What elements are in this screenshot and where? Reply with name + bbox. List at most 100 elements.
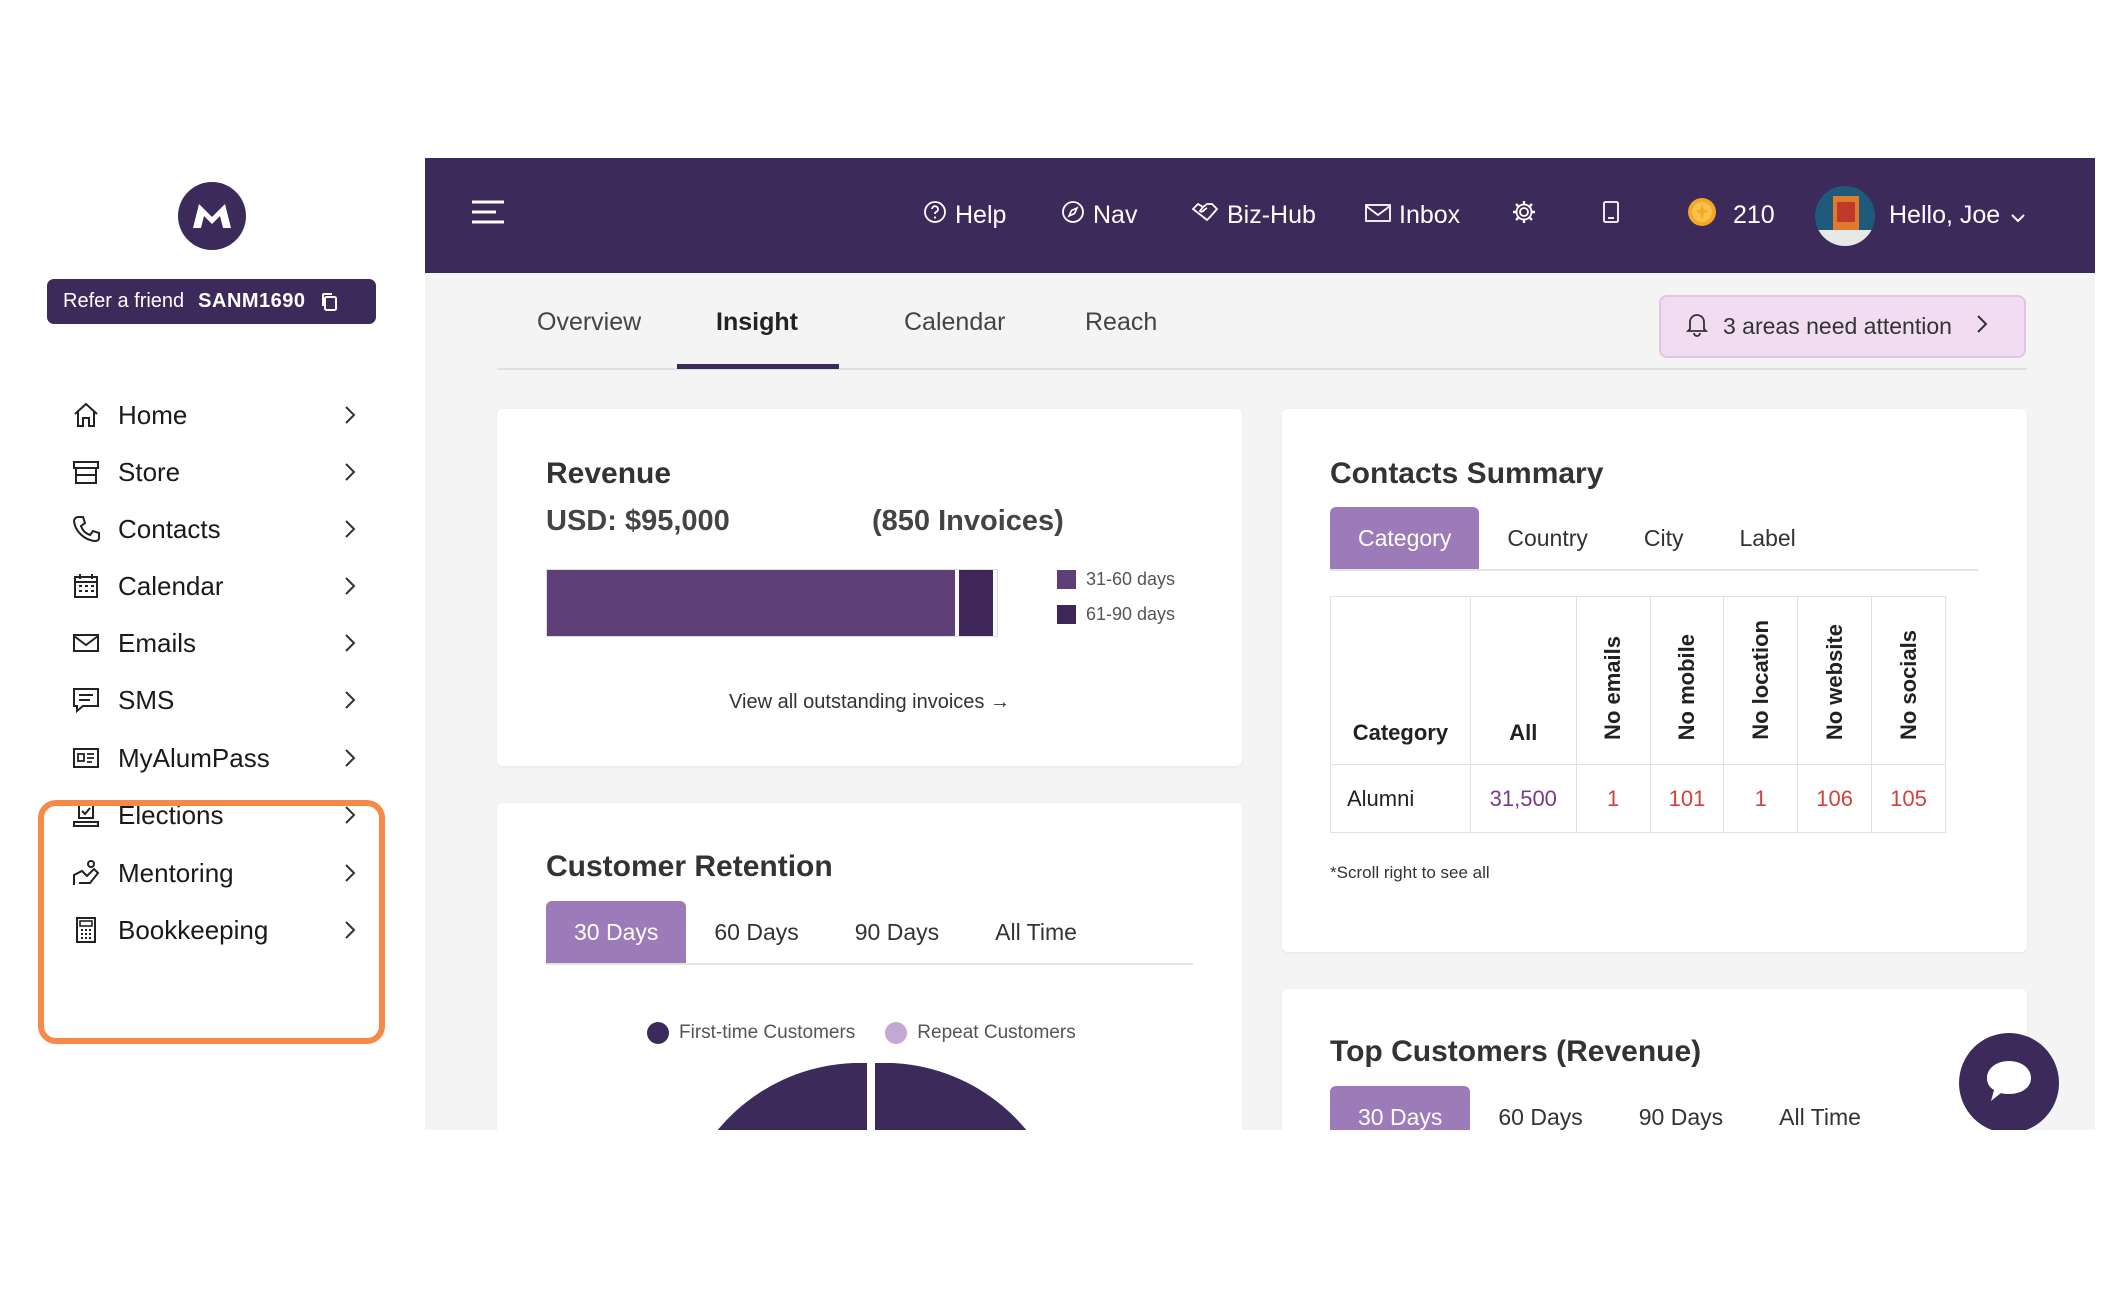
- top-customers-tabs: 30 Days 60 Days 90 Days All Time: [1330, 1086, 1889, 1130]
- sidebar-item-sms[interactable]: SMS: [70, 675, 360, 725]
- help-button[interactable]: Help: [923, 158, 1006, 273]
- sidebar-item-store[interactable]: Store: [70, 447, 360, 497]
- cell-no-socials[interactable]: 105: [1871, 764, 1946, 833]
- retention-tabs: 30 Days 60 Days 90 Days All Time: [546, 901, 1105, 964]
- header-no-emails: No emails: [1575, 596, 1651, 765]
- tab-calendar[interactable]: Calendar: [904, 308, 1006, 336]
- menu-toggle-button[interactable]: [470, 158, 514, 273]
- attention-button[interactable]: 3 areas need attention: [1659, 295, 2026, 358]
- app: Refer a friend SANM1690 Home Store Conta…: [0, 158, 2102, 1130]
- legend-item: 31-60 days: [1057, 569, 1175, 590]
- biz-hub-label: Biz-Hub: [1227, 201, 1316, 229]
- cell-no-emails[interactable]: 1: [1575, 764, 1651, 833]
- help-label: Help: [955, 201, 1007, 229]
- header-category: Category: [1330, 596, 1471, 765]
- legend-label: Repeat Customers: [917, 1022, 1076, 1043]
- contacts-tab-category[interactable]: Category: [1330, 507, 1480, 570]
- coin-icon: [1687, 197, 1725, 234]
- contacts-summary-card: Contacts Summary Category Country City L…: [1282, 409, 2027, 952]
- gear-icon: [1511, 199, 1545, 232]
- top-customers-card: Top Customers (Revenue) 30 Days 60 Days …: [1282, 989, 2027, 1130]
- sidebar-item-emails[interactable]: Emails: [70, 618, 360, 668]
- sidebar-item-label: SMS: [118, 684, 175, 715]
- message-icon: [70, 684, 102, 716]
- sidebar-item-contacts[interactable]: Contacts: [70, 504, 360, 554]
- retention-tab-60-days[interactable]: 60 Days: [714, 919, 799, 945]
- biz-hub-button[interactable]: Biz-Hub: [1191, 158, 1316, 273]
- header-label: No location: [1747, 620, 1773, 740]
- m-logo-icon[interactable]: [178, 182, 246, 250]
- legend-dot: [885, 1022, 908, 1044]
- top-customers-title: Top Customers (Revenue): [1330, 1035, 1702, 1068]
- coins-button[interactable]: 210: [1687, 158, 1775, 273]
- help-icon: [923, 200, 955, 231]
- tab-reach[interactable]: Reach: [1085, 308, 1158, 336]
- top-customers-tab-all-time[interactable]: All Time: [1779, 1104, 1861, 1130]
- revenue-title: Revenue: [546, 457, 672, 490]
- contacts-tab-city[interactable]: City: [1643, 525, 1684, 551]
- legend-label: 31-60 days: [1086, 569, 1176, 589]
- cell-no-website[interactable]: 106: [1797, 764, 1873, 833]
- sidebar-item-bookkeeping[interactable]: Bookkeeping: [70, 905, 360, 955]
- top-customers-tab-30-days[interactable]: 30 Days: [1330, 1086, 1471, 1130]
- retention-title: Customer Retention: [546, 850, 833, 883]
- retention-tab-30-days[interactable]: 30 Days: [546, 901, 687, 964]
- sidebar-item-mentoring[interactable]: Mentoring: [70, 848, 360, 898]
- header-no-location: No location: [1723, 596, 1799, 765]
- retention-tab-90-days[interactable]: 90 Days: [854, 919, 940, 945]
- user-menu[interactable]: Hello, Joe: [1815, 158, 2034, 273]
- tab-insight[interactable]: Insight: [716, 308, 798, 336]
- id-card-icon: [70, 742, 102, 774]
- divider: [1330, 569, 1978, 571]
- revenue-invoices: (850 Invoices): [872, 505, 1064, 537]
- settings-button[interactable]: [1511, 158, 1545, 273]
- cell-no-mobile[interactable]: 101: [1649, 764, 1725, 833]
- refer-a-friend-badge[interactable]: Refer a friend SANM1690: [47, 279, 376, 324]
- chat-bubble-icon: [1983, 1057, 2035, 1110]
- view-invoices-link[interactable]: View all outstanding invoices →: [729, 691, 1010, 713]
- copy-icon[interactable]: [320, 292, 338, 312]
- top-customers-tab-60-days[interactable]: 60 Days: [1498, 1104, 1583, 1130]
- page-tabs: Overview Insight Calendar Reach: [497, 273, 2027, 370]
- legend-label: 61-90 days: [1086, 604, 1176, 624]
- chat-button[interactable]: [1959, 1033, 2059, 1130]
- contacts-tab-label[interactable]: Label: [1739, 525, 1796, 551]
- retention-tab-all-time[interactable]: All Time: [995, 919, 1077, 945]
- header-label: No website: [1821, 623, 1847, 740]
- top-bar: Help Nav Biz-Hub Inbox 210 Hello, Joe: [425, 158, 2095, 273]
- table-header-row: Category All No emails No mobile No loca…: [1330, 596, 1946, 765]
- cell-category: Alumni: [1330, 764, 1471, 833]
- chevron-right-icon: [340, 405, 360, 425]
- retention-pie-chart: [717, 1063, 1027, 1130]
- inbox-button[interactable]: Inbox: [1365, 158, 1460, 273]
- sidebar-item-label: Contacts: [118, 513, 221, 544]
- chevron-right-icon: [1976, 313, 1988, 340]
- tab-overview[interactable]: Overview: [537, 308, 642, 336]
- mail-icon: [70, 627, 102, 659]
- nav-button[interactable]: Nav: [1061, 158, 1137, 273]
- sidebar-item-calendar[interactable]: Calendar: [70, 561, 360, 611]
- legend-swatch: [1057, 570, 1076, 589]
- top-customers-tab-90-days[interactable]: 90 Days: [1638, 1104, 1724, 1130]
- chevron-right-icon: [340, 519, 360, 539]
- header-no-socials: No socials: [1871, 596, 1946, 765]
- referral-code: SANM1690: [198, 290, 306, 312]
- legend-dot: [647, 1022, 669, 1044]
- greeting: Hello, Joe: [1889, 201, 2001, 229]
- contacts-tab-country[interactable]: Country: [1507, 525, 1588, 551]
- sidebar-item-myalumpass[interactable]: MyAlumPass: [70, 733, 360, 783]
- header-all: All: [1469, 596, 1577, 765]
- revenue-bar-segment-61-90: [959, 570, 993, 636]
- main-content: Overview Insight Calendar Reach 3 areas …: [425, 273, 2095, 1130]
- contacts-tabs: Category Country City Label: [1330, 507, 1824, 570]
- sidebar-item-label: Calendar: [118, 570, 224, 601]
- sidebar-item-home[interactable]: Home: [70, 390, 360, 440]
- cell-all[interactable]: 31,500: [1469, 764, 1577, 833]
- mail-icon: [1365, 201, 1399, 230]
- sidebar: Refer a friend SANM1690 Home Store Conta…: [0, 158, 425, 1130]
- hamburger-icon: [470, 199, 514, 232]
- avatar: [1815, 185, 1875, 246]
- cell-no-location[interactable]: 1: [1723, 764, 1799, 833]
- tablet-button[interactable]: [1601, 158, 1629, 273]
- coins-count: 210: [1733, 201, 1775, 229]
